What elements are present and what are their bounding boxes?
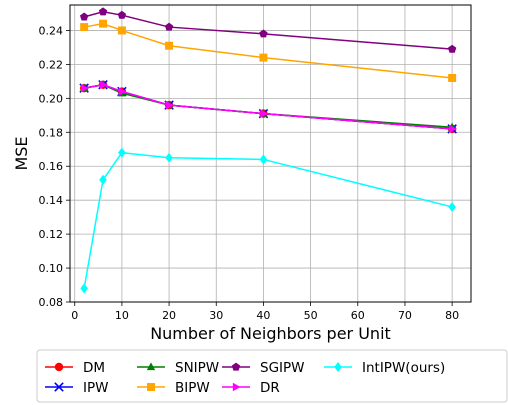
legend-label: IntIPW(ours) — [362, 360, 445, 376]
data-point-intipw-ours — [165, 152, 173, 163]
x-tick-label: 20 — [162, 309, 176, 322]
legend-label: BIPW — [175, 380, 210, 396]
y-tick-label: 0.16 — [39, 160, 64, 173]
legend-item-snipw: SNIPW — [137, 360, 219, 376]
data-point-sgipw — [447, 44, 457, 53]
y-tick-label: 0.10 — [39, 262, 64, 275]
legend-label: DM — [83, 360, 105, 376]
data-point-dr — [118, 87, 127, 96]
data-point-bipw — [80, 23, 89, 32]
series-layer — [79, 7, 457, 294]
series-line-bipw — [84, 22, 453, 79]
data-point-bipw — [117, 26, 126, 35]
x-tick-label: 30 — [209, 309, 223, 322]
legend-marker — [54, 362, 64, 372]
legend-label: IPW — [83, 380, 108, 396]
series-dr — [81, 80, 457, 134]
legend-item-sgipw: SGIPW — [222, 360, 305, 376]
y-axis-label: MSE — [12, 136, 31, 170]
legend-marker — [146, 362, 156, 371]
x-tick-label: 60 — [351, 309, 365, 322]
data-point-sgipw — [117, 10, 127, 19]
legend-label: SGIPW — [260, 360, 305, 376]
legend-item-intipw-ours: IntIPW(ours) — [324, 360, 445, 376]
series-line-dr — [84, 83, 453, 130]
series-snipw — [79, 80, 457, 131]
x-tick-label: 80 — [445, 309, 459, 322]
data-point-dr — [81, 83, 89, 93]
legend-marker — [334, 361, 342, 373]
series-line-ipw — [84, 83, 453, 130]
legend-item-ipw: IPW — [45, 380, 108, 396]
legend-item-dr: DR — [222, 380, 280, 396]
y-tick-label: 0.08 — [39, 296, 64, 309]
x-tick-label: 0 — [71, 309, 78, 322]
legend-marker — [232, 382, 241, 392]
y-tick-label: 0.14 — [39, 194, 64, 207]
y-tick-label: 0.24 — [39, 24, 64, 37]
series-line-intipw-ours — [83, 151, 453, 289]
data-point-intipw-ours — [80, 283, 88, 294]
series-line-dm — [84, 83, 453, 130]
legend-marker — [54, 382, 64, 392]
data-point-bipw — [259, 53, 268, 62]
data-point-intipw-ours — [448, 201, 456, 212]
data-point-sgipw — [164, 22, 174, 31]
y-tick-label: 0.12 — [39, 228, 64, 241]
data-point-dr — [260, 109, 269, 118]
data-point-intipw-ours — [118, 147, 126, 158]
legend-item-bipw: BIPW — [137, 380, 210, 396]
data-point-bipw — [99, 19, 108, 28]
legend-item-dm: DM — [45, 360, 105, 376]
data-point-sgipw — [259, 29, 268, 38]
y-axis-ticks: 0.08 0.10 0.12 0.14 0.16 0.18 0.20 0.22 0.24 — [39, 24, 70, 309]
series-line-snipw — [84, 83, 453, 128]
legend-label: DR — [260, 380, 280, 396]
plot-frame — [69, 4, 472, 303]
x-tick-label: 70 — [398, 309, 412, 322]
x-axis-ticks: 0 10 20 30 40 50 60 70 80 — [71, 302, 459, 322]
legend: DM IPW SNIPW BIPW SGIPW DR IntIPW(ours) — [36, 349, 508, 403]
x-tick-label: 40 — [256, 309, 270, 322]
series-bipw — [80, 19, 457, 82]
y-tick-label: 0.22 — [39, 58, 64, 71]
data-point-dr — [448, 124, 457, 134]
data-point-intipw-ours — [99, 174, 107, 185]
data-point-dr — [165, 100, 174, 110]
grid-lines — [70, 5, 471, 303]
series-sgipw — [79, 7, 457, 53]
legend-label: SNIPW — [175, 360, 219, 376]
legend-marker — [231, 362, 241, 371]
data-point-sgipw — [98, 7, 108, 16]
y-tick-label: 0.20 — [39, 92, 64, 105]
x-tick-label: 10 — [115, 309, 129, 322]
x-stroke — [54, 382, 64, 392]
legend-marker — [147, 383, 155, 391]
series-intipw-ours — [80, 147, 456, 294]
data-point-bipw — [165, 41, 174, 50]
data-point-intipw-ours — [259, 154, 268, 165]
data-point-dr — [99, 80, 108, 89]
data-point-sgipw — [79, 12, 89, 21]
data-point-bipw — [448, 73, 457, 82]
y-tick-label: 0.18 — [39, 126, 64, 139]
x-axis-label: Number of Neighbors per Unit — [150, 324, 391, 343]
x-tick-label: 50 — [304, 309, 318, 322]
